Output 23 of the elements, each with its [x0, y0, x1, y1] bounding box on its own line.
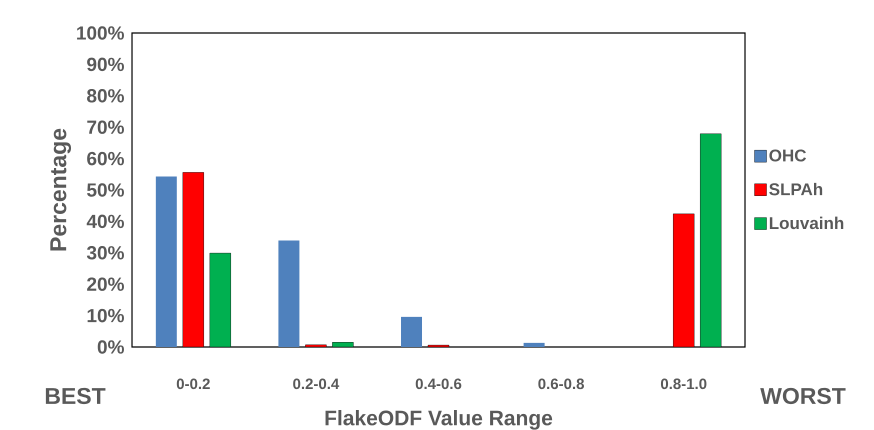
x-axis-title: FlakeODF Value Range [326, 410, 552, 430]
y-tick-label: 50% [87, 183, 124, 197]
text: WORST [760, 388, 846, 404]
legend-label: Louvainh [770, 216, 844, 230]
y-tick-label: 40% [86, 214, 124, 228]
x-tick-label: 0.2-0.4 [293, 378, 340, 390]
y-tick-label: 10% [88, 308, 124, 322]
legend-label: OHC [769, 149, 806, 162]
y-tick-label: 30% [86, 246, 124, 260]
y-tick-label: 0% [98, 340, 124, 354]
x-tick-label: 0.4-0.6 [416, 378, 462, 390]
y-tick-label: 90% [87, 58, 124, 72]
text: BEST [46, 388, 106, 404]
x-tick-label: 0-0.2 [176, 378, 210, 390]
y-tick-label: 80% [87, 89, 124, 103]
x-tick-label: 0.8-1.0 [660, 378, 706, 390]
x-tick-label: 0.6-0.8 [538, 378, 584, 390]
y-tick-label: 20% [87, 277, 124, 291]
y-tick-label: 60% [87, 152, 124, 166]
y-tick-label: 70% [87, 120, 124, 134]
y-axis-title: Percentage [50, 128, 72, 250]
legend-label: SLPAh [769, 182, 822, 196]
y-tick-label: 100% [77, 26, 124, 40]
